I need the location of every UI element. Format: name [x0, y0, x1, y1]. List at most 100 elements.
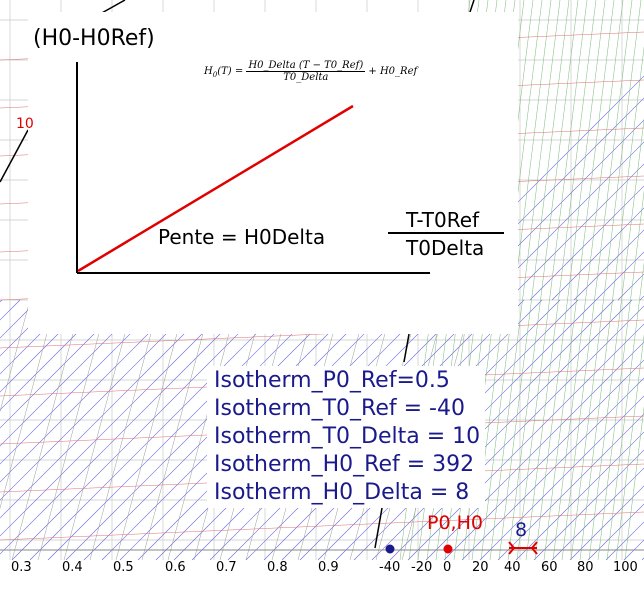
grid-green-line — [615, 333, 644, 561]
x-label-numerator: T-T0Ref — [406, 208, 480, 232]
temperature-tick: -20 — [411, 560, 433, 575]
plot-y-label: (H0-H0Ref) — [33, 26, 155, 51]
grid-red-line — [0, 319, 644, 349]
param-t0-delta: Isotherm_T0_Delta = 10 — [214, 424, 481, 449]
grid-blue-diagonal — [0, 299, 57, 357]
grid-blue-diagonal — [29, 299, 291, 561]
formula-fraction: H0_Delta (T − T0_Ref) T0_Delta — [246, 60, 366, 83]
grid-green-line — [516, 0, 588, 561]
formula-tail: + H0_Ref — [368, 66, 418, 77]
grid-green-line — [489, 0, 561, 561]
grid-gray-steep-line — [115, 299, 187, 561]
temperature-tick: -40 — [379, 560, 401, 575]
formula-denominator: T0_Delta — [283, 72, 329, 83]
grid-blue-diagonal — [0, 299, 129, 429]
grid-blue-diagonal — [0, 299, 3, 303]
grid-green-line — [606, 261, 644, 561]
grid-green-line — [597, 189, 644, 561]
separatrix-line-left — [0, 129, 29, 183]
grid-green-line — [534, 0, 606, 561]
grid-blue-diagonal — [529, 185, 644, 301]
grid-blue-diagonal — [389, 305, 644, 561]
grid-blue-diagonal — [573, 229, 644, 301]
temperature-tick: 40 — [504, 560, 521, 575]
grid-green-line — [588, 117, 644, 561]
param-p0-ref: Isotherm_P0_Ref=0.5 — [214, 368, 450, 393]
temperature-tick: 100 — [613, 560, 638, 575]
grid-blue-diagonal — [0, 299, 111, 411]
delta-width-label: 8 — [515, 519, 528, 541]
formula-lhs-arg: (T) — [217, 66, 232, 77]
quality-tick: 0.3 — [11, 560, 32, 575]
quality-tick: 0.4 — [62, 560, 83, 575]
grid-green-line — [525, 0, 597, 561]
grid-blue-diagonal — [595, 251, 644, 301]
grid-blue-diagonal — [0, 299, 237, 537]
grid-blue-diagonal — [0, 299, 255, 555]
grid-blue-diagonal — [507, 163, 644, 301]
grid-blue-diagonal — [485, 141, 644, 301]
separatrix-line-top-right — [469, 0, 475, 13]
grid-green-line — [507, 0, 579, 561]
grid-blue-diagonal — [47, 299, 309, 561]
grid-gray-steep-line — [63, 299, 135, 561]
grid-gray-steep-line — [0, 299, 31, 413]
quality-tick: 0.7 — [216, 560, 237, 575]
quality-tick: 0.9 — [318, 560, 339, 575]
grid-blue-diagonal — [371, 299, 633, 561]
grid-blue-diagonal — [551, 467, 644, 561]
grid-gray-steep-line — [0, 299, 57, 509]
equation-plot — [76, 62, 504, 274]
temperature-tick: 60 — [541, 560, 558, 575]
grid-red-line — [0, 511, 644, 541]
grid-blue-diagonal — [443, 359, 644, 561]
enthalpy-formula: H0(T) = H0_Delta (T − T0_Ref) T0_Delta +… — [204, 60, 417, 83]
formula-equals: = — [234, 66, 244, 77]
equation-panel — [28, 12, 518, 334]
param-t0-ref: Isotherm_T0_Ref = -40 — [214, 396, 465, 421]
grid-gray-steep-line — [141, 299, 213, 561]
grid-green-line — [543, 0, 615, 561]
quality-tick: 0.6 — [165, 560, 186, 575]
x-label-denominator: T0Delta — [406, 236, 485, 260]
temperature-tick: 20 — [472, 560, 489, 575]
grid-blue-diagonal — [569, 485, 644, 561]
grid-blue-diagonal — [0, 299, 39, 339]
quality-tick: 0.5 — [113, 560, 134, 575]
grid-green-line — [498, 0, 570, 561]
param-h0-ref: Isotherm_H0_Ref = 392 — [214, 452, 475, 477]
separatrix-line-top — [99, 0, 126, 15]
grid-blue-diagonal — [0, 299, 219, 519]
isotherm-parameters-box — [207, 366, 485, 508]
grid-gray-steep-line — [37, 299, 109, 561]
quality-tick: 0.8 — [267, 560, 288, 575]
param-h0-delta: Isotherm_H0_Delta = 8 — [214, 480, 470, 505]
formula-lhs: H — [204, 66, 213, 77]
grid-blue-diagonal — [533, 449, 644, 561]
slope-label: Pente = H0Delta — [158, 225, 326, 249]
grid-gray-steep-line — [89, 299, 161, 561]
grid-blue-diagonal — [11, 299, 273, 561]
temperature-tick: 80 — [577, 560, 594, 575]
grid-green-line — [570, 0, 642, 561]
slope-line — [77, 104, 354, 273]
grid-blue-diagonal — [0, 299, 201, 501]
formula-numerator: H0_Delta (T − T0_Ref) — [246, 60, 366, 72]
isobar-side-label: 10 — [16, 116, 34, 132]
grid-blue-diagonal — [0, 299, 75, 375]
formula-lhs-sub: 0 — [212, 71, 218, 79]
grid-blue-diagonal — [0, 299, 165, 465]
grid-blue-diagonal — [479, 395, 644, 561]
grid-blue-diagonal — [0, 299, 183, 483]
grid-blue-diagonal — [587, 503, 644, 561]
grid-blue-diagonal — [0, 299, 93, 393]
grid-blue-diagonal — [551, 207, 644, 301]
grid-gray-steep-line — [167, 299, 239, 561]
grid-blue-diagonal — [425, 341, 644, 561]
grid-blue-diagonal — [515, 431, 644, 561]
grid-green-line — [579, 45, 644, 561]
grid-blue-diagonal — [65, 299, 327, 561]
separatrix-line-bottom — [374, 507, 383, 549]
separatrix-line-mid — [403, 333, 410, 363]
grid-blue-diagonal — [461, 377, 644, 561]
